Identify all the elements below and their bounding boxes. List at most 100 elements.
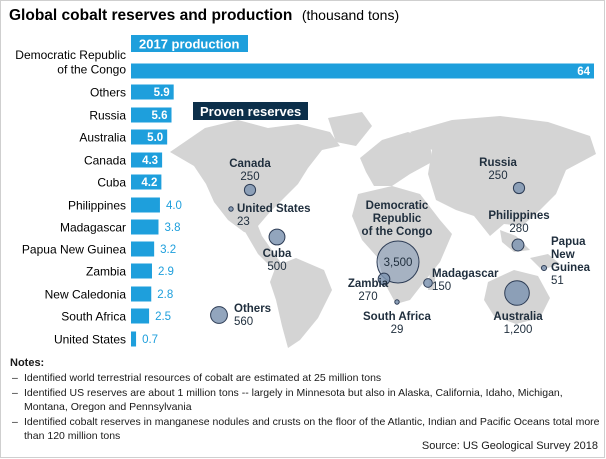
production-bar [131, 107, 172, 123]
category-label: Canada [84, 154, 126, 168]
reserve-label: Australia [493, 311, 543, 323]
chart-title-line: Global cobalt reserves and production (t… [9, 7, 399, 24]
production-bar [131, 331, 137, 347]
reserve-bubble [504, 280, 530, 306]
reserve-value: 280 [509, 223, 528, 235]
reserve-bubble [511, 238, 525, 252]
reserve-label: Others [234, 303, 271, 315]
notes-title: Notes: [10, 357, 45, 369]
production-bar [131, 84, 174, 100]
production-bar [131, 152, 163, 168]
production-bar [131, 197, 160, 213]
reserve-label: Cuba [263, 248, 292, 260]
north-america-shape [170, 120, 340, 236]
reserve-label: Zambia [348, 278, 389, 290]
production-bar [131, 286, 152, 302]
chart-title: Global cobalt reserves and production [9, 7, 292, 24]
reserve-bubble [394, 299, 400, 305]
bar-value-label: 4.0 [166, 200, 182, 212]
asia-shape [410, 116, 596, 236]
reserve-value: 51 [551, 275, 564, 287]
bar-value-label: 3.2 [160, 244, 176, 256]
reserve-bubble [540, 264, 548, 272]
reserve-label: Philippines [488, 210, 549, 222]
reserves-banner-text: Proven reserves [200, 104, 301, 119]
category-label: South Africa [61, 310, 126, 324]
category-label: Zambia [86, 265, 126, 279]
production-banner-text: 2017 production [139, 37, 239, 52]
note-item: Identified world terrestrial resources o… [10, 371, 600, 386]
reserve-value: 560 [234, 316, 253, 328]
reserve-bubble [228, 206, 234, 212]
category-label: Russia [89, 109, 126, 123]
production-bar [131, 241, 155, 257]
production-bar [131, 129, 168, 145]
reserve-value: 150 [432, 281, 451, 293]
category-label: Philippines [68, 199, 126, 213]
bar-value-label: 2.5 [155, 311, 171, 323]
category-label: Papua New Guinea [22, 243, 126, 257]
production-bar [131, 308, 150, 324]
reserve-value: 500 [267, 261, 286, 273]
category-label: Democratic Republic of the Congo [15, 48, 126, 77]
reserve-bubble [512, 181, 526, 195]
reserve-value: 3,500 [384, 257, 413, 269]
production-banner-bg [131, 35, 248, 52]
notes-section: Notes: Identified world terrestrial reso… [10, 356, 600, 443]
category-label: Australia [79, 131, 126, 145]
note-item: Identified cobalt reserves in manganese … [10, 415, 600, 444]
production-bar [131, 263, 152, 279]
reserve-bubble [243, 183, 257, 197]
production-bar [131, 63, 594, 79]
reserve-bubble [376, 240, 420, 284]
reserve-label: South Africa [363, 311, 432, 323]
category-label: Madagascar [60, 221, 126, 235]
reserve-value: 23 [237, 216, 250, 228]
bar-value-label: 4.2 [141, 177, 157, 189]
reserve-label: Russia [479, 157, 517, 169]
bar-value-label: 2.8 [157, 289, 173, 301]
reserve-value: 270 [358, 291, 377, 303]
category-label: Cuba [97, 176, 126, 190]
bar-value-label: 5.0 [147, 132, 163, 144]
central-america-shape [244, 230, 286, 272]
reserve-label: Papua New Guinea [551, 236, 591, 274]
bar-value-label: 3.8 [164, 222, 180, 234]
greenland-shape [328, 112, 372, 146]
reserve-bubble [268, 228, 286, 246]
reserve-label: Madagascar [432, 268, 499, 280]
category-label: United States [54, 333, 126, 347]
production-bar [131, 174, 162, 190]
reserves-banner: Proven reserves [193, 102, 308, 120]
chart-subtitle: (thousand tons) [302, 7, 399, 23]
note-item: Identified US reserves are about 1 milli… [10, 386, 600, 415]
category-label: New Caledonia [45, 288, 127, 302]
south-america-shape [270, 258, 332, 348]
reserve-value: 250 [488, 170, 507, 182]
reserve-bubbles [210, 181, 548, 324]
bar-value-label: 64 [577, 66, 590, 78]
category-label: Others [90, 86, 126, 100]
reserve-label: Democratic Republic of the Congo [362, 200, 433, 238]
bar-value-label: 5.6 [152, 110, 168, 122]
reserve-label: United States [237, 203, 311, 215]
production-bar [131, 219, 159, 235]
bar-value-label: 2.9 [158, 266, 174, 278]
reserve-bubble [423, 278, 433, 288]
reserves-banner-bg [193, 102, 308, 120]
bar-value-label: 5.9 [154, 87, 170, 99]
reserve-label: Canada [229, 158, 271, 170]
reserve-bubble [210, 306, 228, 324]
reserve-bubble [377, 272, 391, 286]
papua-shape [530, 254, 560, 270]
reserve-value: 29 [391, 324, 404, 336]
source-credit: Source: US Geological Survey 2018 [421, 440, 598, 452]
bar-value-label: 0.7 [142, 334, 158, 346]
production-banner: 2017 production [131, 35, 248, 52]
bar-value-label: 4.3 [142, 155, 158, 167]
reserve-value: 1,200 [504, 324, 533, 336]
